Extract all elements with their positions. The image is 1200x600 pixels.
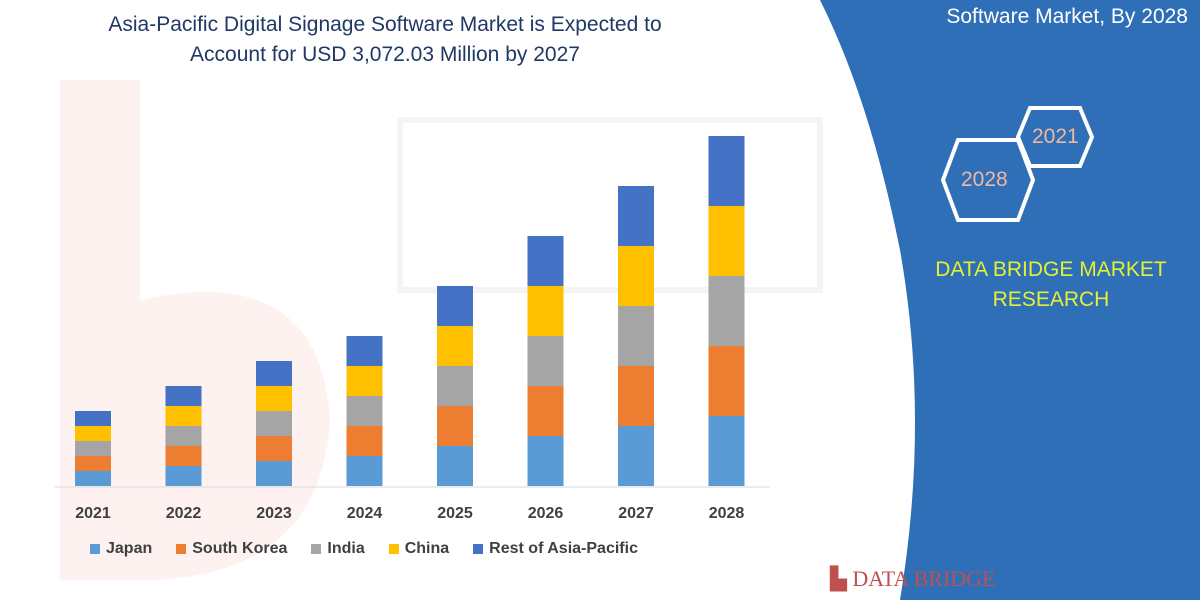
legend-swatch [311,544,322,554]
bar-segment-2022-india [165,426,202,446]
x-tick-label: 2028 [709,505,745,522]
bar-segment-2021-india [75,441,111,456]
legend-swatch [90,544,100,554]
title-line-1: Asia-Pacific Digital Signage Software Ma… [108,13,662,36]
legend-item: Rest of Asia-Pacific [473,540,638,558]
legend-item: China [388,540,450,558]
bar-segment-2023-rest-of-asia-pacific [256,361,292,386]
legend-item: Japan [90,540,152,558]
bar-segment-2021-south-korea [75,456,111,471]
bar-segment-2022-japan [165,466,202,486]
logo-icon: ▙ [830,566,847,591]
legend-swatch [176,544,187,554]
bar-segment-2026-india [527,336,564,386]
bar-segment-2028-south-korea [708,346,745,416]
side-title: Software Market, By 2028 [946,5,1188,28]
x-tick-label: 2025 [437,505,473,522]
bar-segment-2023-china [256,386,292,411]
x-tick-label: 2023 [256,505,292,522]
bar-segment-2028-china [708,206,745,276]
bar-segment-2025-china [437,326,473,366]
bar-segment-2021-rest-of-asia-pacific [75,411,111,426]
bar-segment-2027-south-korea [618,366,654,426]
bar-segment-2025-south-korea [437,406,473,446]
bar-segment-2028-japan [708,416,745,486]
x-tick-label: 2024 [347,505,383,522]
bar-segment-2024-rest-of-asia-pacific [346,336,383,366]
bar-segment-2027-india [618,306,654,366]
legend-label: India [327,540,365,557]
bar-segment-2028-india [708,276,745,346]
legend-swatch [388,544,399,554]
legend-label: Rest of Asia-Pacific [489,540,638,557]
legend-item: South Korea [176,540,287,558]
legend-item: India [311,540,365,558]
bar-segment-2022-rest-of-asia-pacific [165,386,202,406]
hex-label-2028: 2028 [961,168,1008,191]
logo: ▙ DATA BRIDGE [830,566,996,592]
stacked-bar-chart: 2021 2022 2023 2024 2025 2026 2027 2028 [55,136,770,522]
legend-swatch [473,544,484,554]
bar-segment-2021-china [75,426,111,441]
legend-label: China [404,540,450,557]
brand-text: DATA BRIDGE MARKET RESEARCH [920,255,1182,315]
x-tick-label: 2022 [166,505,202,522]
bar-segment-2027-rest-of-asia-pacific [618,186,654,246]
bar-segment-2028-rest-of-asia-pacific [708,136,745,206]
hex-label-2021: 2021 [1032,125,1079,148]
bar-segment-2026-china [527,286,564,336]
chart-title: Asia-Pacific Digital Signage Software Ma… [60,10,710,70]
bar-segment-2024-china [346,366,383,396]
legend-label: South Korea [192,540,288,557]
bar-segment-2027-japan [618,426,654,486]
legend-label: Japan [106,540,153,557]
bar-segment-2023-south-korea [256,436,292,461]
title-line-2: Account for USD 3,072.03 Million by 2027 [190,43,580,66]
bar-segment-2021-japan [75,471,111,486]
bar-segment-2027-china [618,246,654,306]
bar-segment-2025-india [437,366,473,406]
brand-line-2: RESEARCH [992,288,1110,311]
x-tick-label: 2021 [75,505,111,522]
bar-segment-2026-japan [527,436,564,486]
bar-segment-2025-japan [437,446,473,486]
bar-segment-2026-rest-of-asia-pacific [527,236,564,286]
bar-segment-2026-south-korea [527,386,564,436]
hexagon-2028 [940,138,1036,222]
legend: Japan South Korea India China Rest of Asia-P… [90,540,638,558]
logo-text: DATA BRIDGE [852,566,996,591]
brand-line-1: DATA BRIDGE MARKET [935,258,1167,281]
bar-segment-2025-rest-of-asia-pacific [437,286,473,326]
bar-segment-2023-india [256,411,292,436]
x-tick-label: 2026 [528,505,564,522]
bar-segment-2024-south-korea [346,426,383,456]
bar-segment-2024-japan [346,456,383,486]
bar-segment-2023-japan [256,461,292,486]
bar-segment-2024-india [346,396,383,426]
bar-segment-2022-south-korea [165,446,202,466]
x-tick-label: 2027 [618,505,654,522]
hexagon-2021 [1015,106,1095,168]
bar-segment-2022-china [165,406,202,426]
